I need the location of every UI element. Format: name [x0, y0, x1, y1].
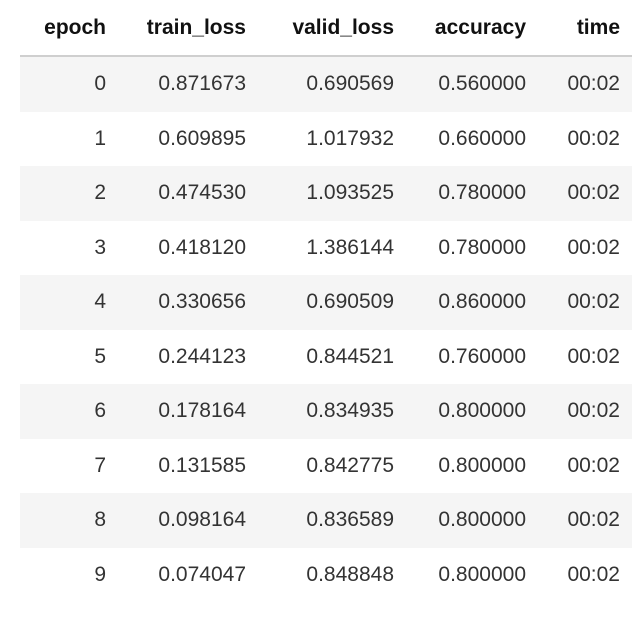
- cell-valid-loss: 0.836589: [258, 493, 406, 548]
- cell-epoch: 7: [20, 438, 118, 493]
- cell-time: 00:02: [538, 438, 632, 493]
- cell-valid-loss: 0.834935: [258, 384, 406, 439]
- cell-valid-loss: 0.690569: [258, 56, 406, 112]
- header-valid-loss: valid_loss: [258, 0, 406, 57]
- cell-train-loss: 0.418120: [118, 220, 258, 275]
- cell-accuracy: 0.780000: [406, 220, 538, 275]
- cell-epoch: 1: [20, 111, 118, 166]
- cell-train-loss: 0.098164: [118, 493, 258, 548]
- header-time: time: [538, 0, 632, 57]
- cell-train-loss: 0.074047: [118, 547, 258, 602]
- header-epoch: epoch: [20, 0, 118, 57]
- cell-valid-loss: 1.093525: [258, 166, 406, 221]
- cell-epoch: 4: [20, 275, 118, 330]
- cell-epoch: 5: [20, 329, 118, 384]
- cell-accuracy: 0.560000: [406, 56, 538, 112]
- cell-train-loss: 0.330656: [118, 275, 258, 330]
- cell-accuracy: 0.800000: [406, 384, 538, 439]
- header-row: epoch train_loss valid_loss accuracy tim…: [20, 0, 632, 57]
- training-results-table: epoch train_loss valid_loss accuracy tim…: [20, 0, 632, 602]
- table-row: 9 0.074047 0.848848 0.800000 00:02: [20, 547, 632, 602]
- cell-valid-loss: 0.842775: [258, 438, 406, 493]
- cell-time: 00:02: [538, 166, 632, 221]
- cell-train-loss: 0.244123: [118, 329, 258, 384]
- header-accuracy: accuracy: [406, 0, 538, 57]
- cell-accuracy: 0.800000: [406, 547, 538, 602]
- cell-valid-loss: 0.848848: [258, 547, 406, 602]
- table-row: 2 0.474530 1.093525 0.780000 00:02: [20, 166, 632, 221]
- training-results-table-container: epoch train_loss valid_loss accuracy tim…: [20, 0, 632, 602]
- cell-train-loss: 0.474530: [118, 166, 258, 221]
- table-row: 6 0.178164 0.834935 0.800000 00:02: [20, 384, 632, 439]
- cell-time: 00:02: [538, 275, 632, 330]
- cell-epoch: 2: [20, 166, 118, 221]
- cell-epoch: 0: [20, 56, 118, 112]
- table-header: epoch train_loss valid_loss accuracy tim…: [20, 0, 632, 57]
- cell-time: 00:02: [538, 111, 632, 166]
- cell-epoch: 6: [20, 384, 118, 439]
- cell-epoch: 9: [20, 547, 118, 602]
- cell-train-loss: 0.871673: [118, 56, 258, 112]
- cell-time: 00:02: [538, 220, 632, 275]
- cell-time: 00:02: [538, 547, 632, 602]
- table-row: 8 0.098164 0.836589 0.800000 00:02: [20, 493, 632, 548]
- cell-time: 00:02: [538, 493, 632, 548]
- cell-valid-loss: 1.386144: [258, 220, 406, 275]
- cell-valid-loss: 0.844521: [258, 329, 406, 384]
- cell-accuracy: 0.780000: [406, 166, 538, 221]
- table-body: 0 0.871673 0.690569 0.560000 00:02 1 0.6…: [20, 56, 632, 602]
- cell-accuracy: 0.660000: [406, 111, 538, 166]
- cell-epoch: 8: [20, 493, 118, 548]
- table-row: 3 0.418120 1.386144 0.780000 00:02: [20, 220, 632, 275]
- table-row: 0 0.871673 0.690569 0.560000 00:02: [20, 56, 632, 112]
- table-row: 1 0.609895 1.017932 0.660000 00:02: [20, 111, 632, 166]
- cell-epoch: 3: [20, 220, 118, 275]
- cell-train-loss: 0.178164: [118, 384, 258, 439]
- cell-time: 00:02: [538, 329, 632, 384]
- cell-accuracy: 0.860000: [406, 275, 538, 330]
- cell-accuracy: 0.800000: [406, 493, 538, 548]
- header-train-loss: train_loss: [118, 0, 258, 57]
- cell-accuracy: 0.800000: [406, 438, 538, 493]
- cell-valid-loss: 1.017932: [258, 111, 406, 166]
- cell-time: 00:02: [538, 56, 632, 112]
- cell-time: 00:02: [538, 384, 632, 439]
- cell-valid-loss: 0.690509: [258, 275, 406, 330]
- cell-train-loss: 0.609895: [118, 111, 258, 166]
- table-row: 4 0.330656 0.690509 0.860000 00:02: [20, 275, 632, 330]
- table-row: 7 0.131585 0.842775 0.800000 00:02: [20, 438, 632, 493]
- table-row: 5 0.244123 0.844521 0.760000 00:02: [20, 329, 632, 384]
- cell-accuracy: 0.760000: [406, 329, 538, 384]
- cell-train-loss: 0.131585: [118, 438, 258, 493]
